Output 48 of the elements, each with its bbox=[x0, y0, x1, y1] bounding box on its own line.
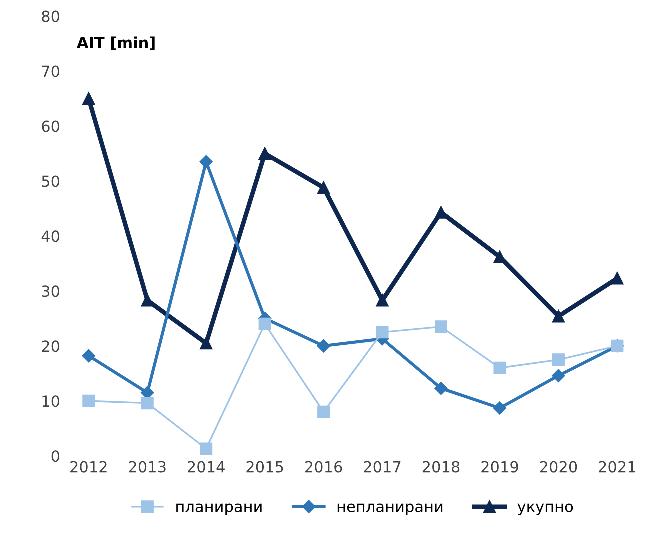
x-tick-label: 2015 bbox=[246, 461, 284, 473]
legend-label: непланирани bbox=[338, 504, 443, 516]
y-tick-label: 10 bbox=[42, 396, 60, 408]
point bbox=[318, 182, 330, 194]
point bbox=[82, 394, 96, 408]
point bbox=[376, 326, 389, 339]
y-tick-label: 50 bbox=[42, 176, 60, 188]
point bbox=[552, 310, 565, 323]
x-tick-label: 2016 bbox=[305, 461, 342, 473]
point bbox=[493, 402, 507, 415]
point bbox=[434, 382, 448, 396]
y-tick-label: 40 bbox=[42, 230, 60, 242]
point bbox=[552, 369, 566, 382]
x-tick-label: 2013 bbox=[129, 461, 166, 473]
point bbox=[200, 442, 213, 456]
point bbox=[317, 340, 330, 353]
y-tick-label: 70 bbox=[42, 66, 60, 78]
point bbox=[141, 386, 154, 400]
legend-label: укупно bbox=[518, 504, 574, 516]
x-tick-label: 2019 bbox=[482, 461, 518, 473]
x-tick-label: 2012 bbox=[70, 461, 107, 473]
point bbox=[494, 362, 506, 374]
point bbox=[318, 406, 330, 418]
y-axis-title: AIT [min] bbox=[76, 36, 155, 50]
x-tick-label: 2021 bbox=[599, 461, 636, 473]
point bbox=[82, 92, 96, 106]
point bbox=[200, 155, 213, 169]
point bbox=[435, 206, 448, 219]
y-tick-label: 20 bbox=[42, 340, 60, 352]
point bbox=[258, 147, 272, 160]
point bbox=[141, 294, 154, 307]
point bbox=[552, 354, 565, 366]
y-tick-label: 0 bbox=[52, 450, 60, 462]
y-tick-label: 60 bbox=[42, 120, 60, 132]
x-tick-label: 2018 bbox=[422, 461, 460, 473]
point bbox=[141, 397, 154, 410]
point bbox=[82, 349, 96, 363]
x-tick-label: 2020 bbox=[540, 461, 578, 473]
point bbox=[258, 318, 272, 330]
point bbox=[200, 337, 213, 350]
x-tick-label: 2014 bbox=[188, 461, 225, 473]
x-tick-label: 2017 bbox=[364, 461, 401, 473]
y-tick-label: 80 bbox=[42, 10, 60, 22]
point bbox=[435, 320, 448, 334]
point bbox=[611, 272, 624, 285]
y-tick-label: 30 bbox=[42, 286, 60, 298]
point bbox=[376, 294, 389, 307]
legend-label: планирани bbox=[176, 504, 262, 516]
